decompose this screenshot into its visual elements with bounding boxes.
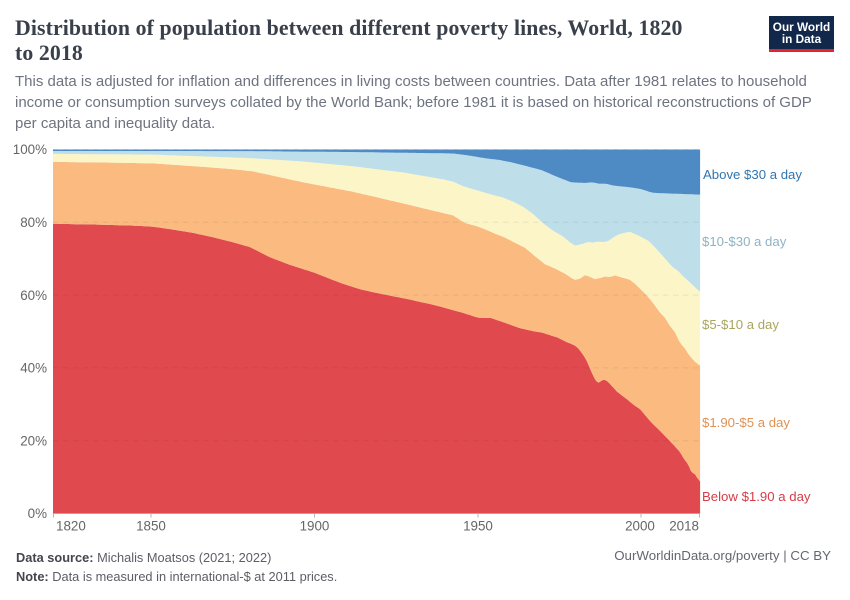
svg-text:0%: 0% — [28, 506, 47, 521]
svg-text:2018: 2018 — [669, 519, 699, 534]
svg-text:60%: 60% — [20, 288, 47, 303]
svg-text:1850: 1850 — [136, 519, 166, 534]
svg-text:20%: 20% — [20, 433, 47, 448]
svg-text:2000: 2000 — [625, 519, 655, 534]
svg-text:1820: 1820 — [56, 519, 86, 534]
svg-text:1900: 1900 — [300, 519, 330, 534]
svg-text:40%: 40% — [20, 361, 47, 376]
svg-text:80%: 80% — [20, 215, 47, 230]
svg-text:100%: 100% — [13, 142, 47, 157]
svg-text:1950: 1950 — [463, 519, 493, 534]
